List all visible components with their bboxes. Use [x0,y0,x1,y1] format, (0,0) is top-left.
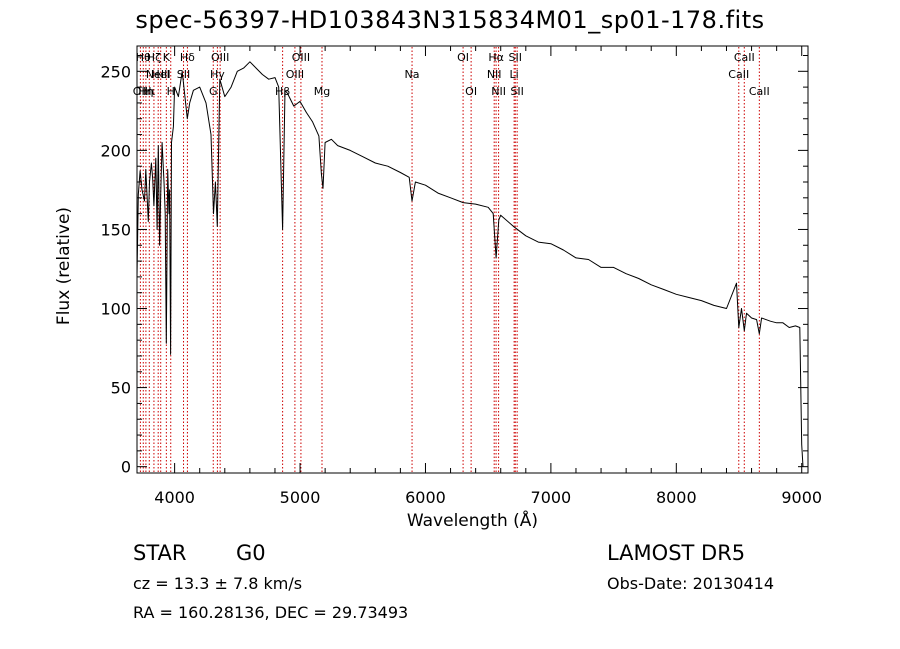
line-label-7: K [163,51,171,64]
line-label-12: Hγ [210,68,225,81]
object-subclass: G0 [236,541,266,565]
line-label-20: OI [465,85,477,98]
line-label-5: NeIII [146,68,171,81]
line-label-1: Hθ [136,51,151,64]
line-label-0: OII [133,85,148,98]
y-tick-label-150: 150 [100,220,131,239]
y-tick-label-100: 100 [100,300,131,319]
observation-date: Obs-Date: 20130414 [607,574,775,593]
line-label-15: OIII [286,68,304,81]
x-tick-label-7000: 7000 [531,488,572,507]
y-tick-label-0: 0 [121,458,131,477]
spectral-line-markers [139,47,760,472]
redshift-velocity: cz = 13.3 ± 7.8 km/s [133,574,303,593]
line-label-3: Hι [143,85,155,98]
series-layer [136,61,804,467]
chart-title: spec-56397-HD103843N315834M01_sp01-178.f… [135,6,765,34]
line-label-11: G [209,85,218,98]
spectrum-series-0 [136,61,804,467]
spectral-line-labels: OIIHθHηHιHζNeIIIHeIKHSIIHδGHγOIIIHβOIIIO… [133,51,770,98]
line-label-24: Li [510,68,519,81]
coordinates: RA = 160.28136, DEC = 29.73493 [133,603,409,622]
x-tick-label-6000: 6000 [405,488,446,507]
line-label-6: HeI [152,68,170,81]
y-axis-label: Flux (relative) [54,206,74,326]
line-label-13: OIII [211,51,229,64]
x-tick-label-8000: 8000 [656,488,697,507]
y-tick-label-50: 50 [111,379,131,398]
survey-release: LAMOST DR5 [607,541,746,565]
line-label-18: Na [405,68,420,81]
line-label-10: Hδ [180,51,195,64]
plot-frame [136,45,809,474]
line-label-2: Hη [138,85,153,98]
line-label-9: SII [177,68,190,81]
x-axis-label: Wavelength (Å) [406,511,539,531]
line-label-22: Hα [488,51,504,64]
object-class: STAR [133,541,187,565]
line-label-16: OIII [292,51,310,64]
line-label-28: CaII [734,51,755,64]
x-tick-label-9000: 9000 [781,488,822,507]
line-label-8: H [167,85,175,98]
line-label-19: OI [457,51,469,64]
y-tick-label-250: 250 [100,62,131,81]
line-label-27: CaII [728,68,749,81]
line-label-29: CaII [749,85,770,98]
line-label-14: Hβ [275,85,290,98]
line-label-26: SII [510,85,523,98]
line-label-21: NII [487,68,502,81]
line-label-23: NII [491,85,506,98]
line-label-25: SII [509,51,522,64]
y-tick-label-200: 200 [100,141,131,160]
line-label-17: Mg [314,85,330,98]
x-tick-label-5000: 5000 [280,488,321,507]
y-axis-ticks: 0 50 100 150 200 250 [100,54,808,477]
line-label-4: Hζ [147,51,161,64]
x-tick-label-4000: 4000 [154,488,195,507]
x-axis-ticks: 4000 5000 6000 7000 8000 9000 [154,46,822,507]
